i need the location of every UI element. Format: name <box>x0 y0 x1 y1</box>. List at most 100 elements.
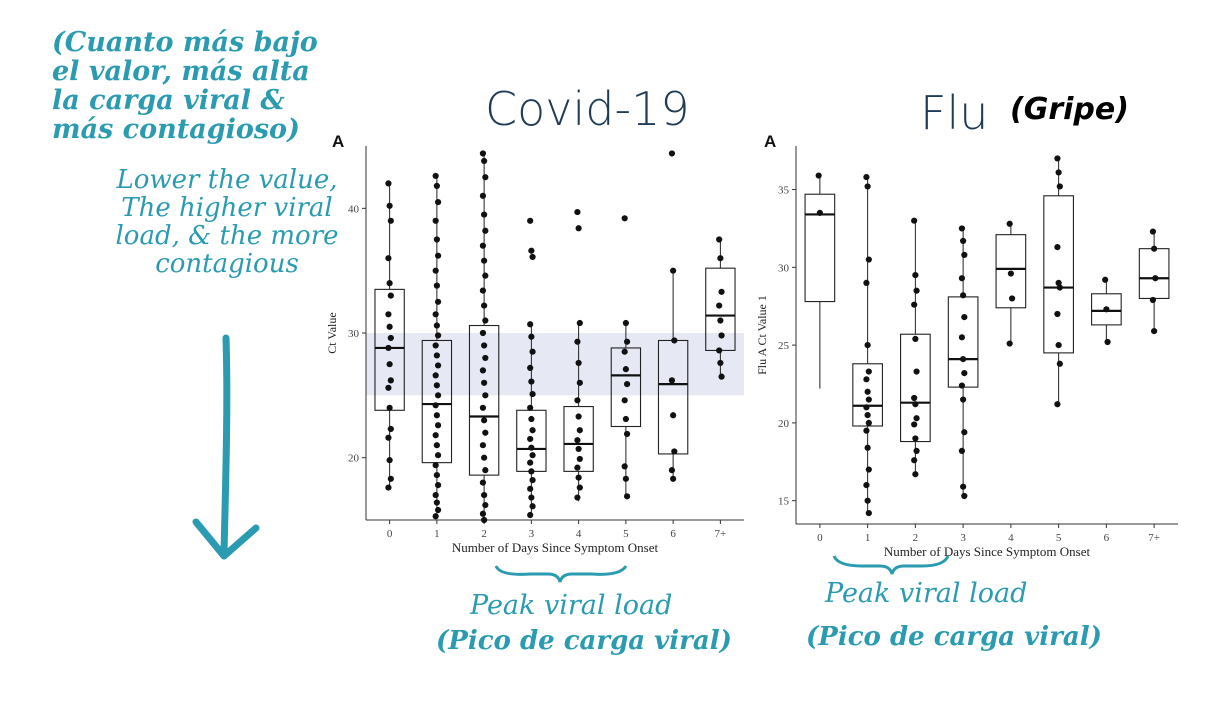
data-point <box>961 370 968 377</box>
data-point <box>864 497 871 504</box>
data-point <box>387 217 394 224</box>
data-point <box>716 347 723 354</box>
data-point <box>911 217 918 224</box>
data-point <box>864 444 871 451</box>
data-point <box>1056 284 1063 291</box>
data-point <box>433 382 440 389</box>
data-point <box>864 388 871 395</box>
data-point <box>434 298 442 305</box>
y-tick-label: 30 <box>778 262 790 274</box>
data-point <box>433 499 440 506</box>
data-point <box>385 255 392 262</box>
data-point <box>527 435 534 443</box>
data-point <box>576 319 583 327</box>
box <box>995 234 1027 309</box>
y-tick-label: 20 <box>778 418 790 430</box>
data-point <box>387 334 394 342</box>
data-point <box>385 180 392 187</box>
data-point <box>574 494 581 501</box>
data-point <box>621 397 628 404</box>
data-point <box>576 427 583 434</box>
data-point <box>529 390 536 398</box>
data-point <box>528 378 535 385</box>
data-point <box>481 454 488 461</box>
data-point <box>622 475 629 482</box>
data-point <box>1054 310 1061 318</box>
data-point <box>482 501 489 509</box>
data-point <box>386 202 393 209</box>
data-point <box>912 471 919 478</box>
data-point <box>1006 220 1013 227</box>
data-point <box>386 404 393 411</box>
spanish-note: (Cuanto más bajo el valor, más alta la c… <box>52 27 318 145</box>
x-tick-label: 7+ <box>1148 532 1160 544</box>
data-point <box>863 279 870 286</box>
data-point <box>960 396 967 403</box>
data-point <box>913 447 920 454</box>
data-point <box>479 192 487 199</box>
english-note: Lower the value, The higher viral load, … <box>115 165 339 279</box>
x-tick-label: 1 <box>434 528 440 540</box>
data-point <box>433 412 440 419</box>
data-point <box>433 472 440 479</box>
peak-label-es-flu: (Pico de carga viral) <box>806 622 1102 652</box>
data-point <box>386 457 393 464</box>
data-point <box>482 227 489 234</box>
data-point <box>387 475 394 482</box>
data-point <box>912 335 919 342</box>
data-point <box>621 348 628 355</box>
data-point <box>575 359 582 367</box>
data-point <box>434 252 442 259</box>
data-point <box>433 352 440 359</box>
data-point <box>527 217 534 224</box>
box <box>900 333 931 443</box>
data-point <box>433 236 440 243</box>
data-point <box>527 404 534 411</box>
covid-title: Covid-19 <box>485 82 690 136</box>
data-point <box>576 455 583 463</box>
data-point <box>432 513 439 520</box>
data-point <box>574 397 581 404</box>
data-point <box>1055 279 1062 286</box>
data-point <box>1056 183 1063 190</box>
data-point <box>385 384 392 391</box>
data-point <box>958 382 966 389</box>
data-point <box>387 377 394 384</box>
data-point <box>575 413 582 420</box>
data-point <box>960 356 967 363</box>
peak-brace-flu <box>832 555 950 575</box>
data-point <box>527 364 534 372</box>
data-point <box>863 482 870 489</box>
x-axis-label: Number of Days Since Symptom Onset <box>884 544 1091 559</box>
data-point <box>529 427 536 434</box>
data-point <box>432 432 439 439</box>
data-point <box>911 301 918 308</box>
data-point <box>865 466 872 473</box>
box <box>468 324 500 476</box>
data-point <box>621 215 628 222</box>
data-point <box>1149 296 1157 304</box>
data-point <box>718 332 725 339</box>
x-tick-label: 4 <box>576 528 582 540</box>
data-point <box>668 467 676 474</box>
data-point <box>623 381 631 388</box>
data-point <box>482 429 489 436</box>
data-point <box>528 333 535 340</box>
data-point <box>670 267 677 274</box>
data-point <box>434 422 442 429</box>
data-point <box>1102 276 1109 283</box>
x-axis-label: Number of Days Since Symptom Onset <box>452 540 659 555</box>
data-point <box>529 503 536 510</box>
data-point <box>482 272 489 279</box>
box <box>804 193 836 303</box>
data-point <box>385 311 392 318</box>
data-point <box>1055 169 1062 176</box>
data-point <box>527 459 534 466</box>
y-tick-label: 35 <box>778 185 790 197</box>
data-point <box>432 372 439 379</box>
y-tick-label: 25 <box>778 340 790 352</box>
data-point <box>623 338 631 345</box>
x-tick-label: 3 <box>529 528 535 540</box>
covid-chart: A 20 30 40 0 1 2 3 4 5 6 7+ Number of Days Since Sym… <box>325 132 744 555</box>
data-point <box>670 412 677 419</box>
